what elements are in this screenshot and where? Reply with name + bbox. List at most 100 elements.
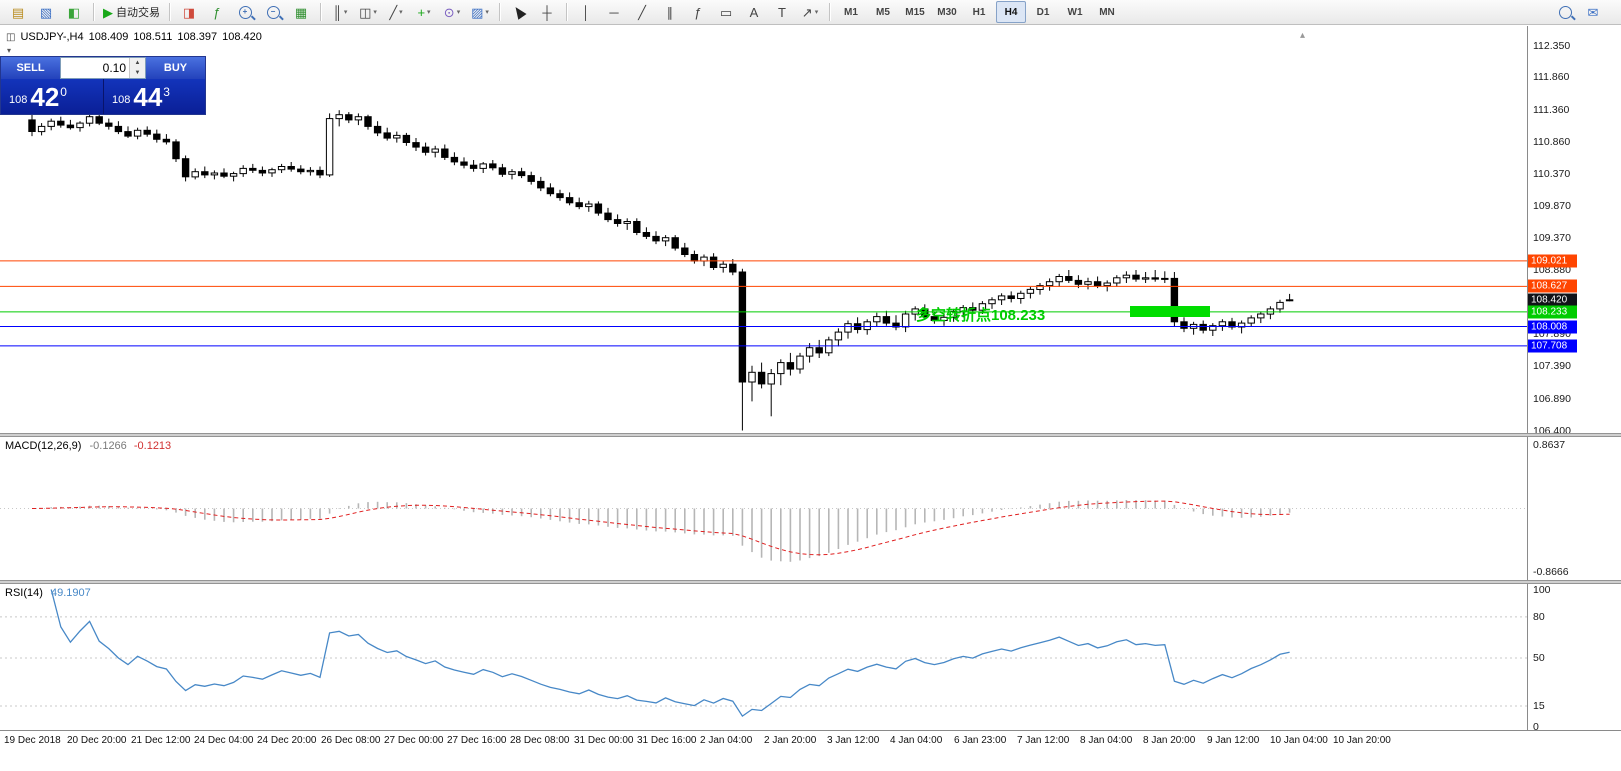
vertical-line-button[interactable]: │	[573, 1, 599, 23]
macd-axis-max: 0.8637	[1533, 439, 1566, 452]
new-chart-button[interactable]: ▤	[5, 1, 31, 23]
horizontal-line-icon: ─	[609, 4, 619, 20]
indicator-list-button[interactable]: ƒ	[204, 1, 230, 23]
macd-main-value: -0.1266	[89, 440, 127, 452]
add-indicators-button[interactable]: + ▾	[411, 1, 437, 23]
price-axis[interactable]: 112.350 111.860 111.360 110.860 110.370 109.8…	[1527, 26, 1621, 437]
crosshair-icon: ┼	[542, 4, 552, 20]
fibonacci-retracement-button[interactable]: ƒ	[685, 1, 711, 23]
time-axis-label: 21 Dec 12:00	[131, 735, 191, 746]
macd-label: MACD(12,26,9) -0.1266 -0.1213	[5, 440, 171, 452]
text-icon: A	[749, 4, 759, 20]
macd-canvas[interactable]	[0, 437, 1527, 580]
search-button[interactable]	[1552, 1, 1578, 23]
text-label-button[interactable]: T	[769, 1, 795, 23]
price-axis-label: 109.870	[1533, 200, 1571, 212]
new-order-button[interactable]: ◨	[176, 1, 202, 23]
pivot-zone-rectangle[interactable]	[1130, 306, 1210, 318]
equidistant-channel-icon: ∥	[666, 4, 674, 20]
line-chart-mode-button[interactable]: ╱ ▾	[383, 1, 409, 23]
templates-button[interactable]: ▨ ▾	[467, 1, 493, 23]
price-axis-label: 110.370	[1533, 167, 1571, 180]
price-axis-label: 111.860	[1533, 71, 1570, 84]
dropdown-arrow-icon: ▾	[456, 9, 461, 16]
rsi-label: RSI(14) 49.1907	[5, 587, 91, 599]
new-order-icon: ◨	[182, 4, 196, 20]
tile-windows-button[interactable]: ▦	[288, 1, 314, 23]
bid-price[interactable]: 108 42 0	[9, 81, 67, 112]
ohlc-close: 108.420	[222, 31, 262, 43]
timeframe-m15-label: M15	[905, 6, 925, 18]
timeframe-mn-button[interactable]: MN	[1092, 1, 1122, 23]
equidistant-channel-button[interactable]: ∥	[657, 1, 683, 23]
one-click-collapse-button[interactable]: ▾	[7, 46, 12, 55]
periods-button[interactable]: ⊙ ▾	[439, 1, 465, 23]
time-axis-label: 31 Dec 16:00	[637, 735, 697, 746]
community-icon: ✉	[1587, 4, 1599, 20]
timeframe-w1-label: W1	[1067, 6, 1083, 18]
cursor-button[interactable]	[506, 1, 532, 23]
rsi-axis-label: 0	[1533, 720, 1539, 733]
auto-trading-button[interactable]: ▶ 自动交易	[100, 1, 163, 23]
ohlc-high: 108.511	[133, 31, 173, 43]
timeframe-m30-button[interactable]: M30	[932, 1, 962, 23]
timeframe-h1-button[interactable]: H1	[964, 1, 994, 23]
time-axis-label: 8 Jan 04:00	[1080, 735, 1133, 746]
dropdown-arrow-icon: ▾	[427, 9, 431, 16]
toolbar-separator	[93, 3, 94, 21]
time-axis-label: 10 Jan 20:00	[1333, 735, 1391, 746]
zoom-out-icon: −	[266, 5, 280, 19]
dropdown-arrow-icon: ▾	[485, 9, 489, 16]
timeframe-m1-button[interactable]: M1	[836, 1, 866, 23]
panel-splitter[interactable]	[0, 433, 1621, 437]
crosshair-button[interactable]: ┼	[534, 1, 560, 23]
profiles-button[interactable]: ▧	[33, 1, 59, 23]
trendline-icon: ╱	[638, 4, 646, 20]
time-axis[interactable]: 19 Dec 2018 20 Dec 20:00 21 Dec 12:00 24 De…	[0, 730, 1621, 771]
lot-size-input[interactable]	[61, 58, 129, 78]
lot-increase-button[interactable]: ▲	[130, 58, 145, 68]
horizontal-line-button[interactable]: ─	[601, 1, 627, 23]
lot-decrease-button[interactable]: ▼	[130, 68, 145, 78]
panel-splitter[interactable]	[0, 580, 1621, 584]
search-icon	[1558, 5, 1572, 19]
profiles-icon: ▧	[39, 4, 53, 20]
arrows-button[interactable]: ↗ ▾	[797, 1, 823, 23]
market-watch-button[interactable]: ◧	[61, 1, 87, 23]
templates-icon: ▨	[471, 4, 484, 20]
main-chart-canvas[interactable]	[0, 26, 1527, 433]
bar-chart-mode-button[interactable]: ║ ▾	[327, 1, 353, 23]
text-button[interactable]: A	[741, 1, 767, 23]
timeframe-m5-button[interactable]: M5	[868, 1, 898, 23]
rsi-panel: RSI(14) 49.1907 100 80 50 15 0	[0, 584, 1621, 733]
trendline-button[interactable]: ╱	[629, 1, 655, 23]
zoom-in-button[interactable]: +	[232, 1, 258, 23]
zoom-in-icon: +	[238, 5, 252, 19]
community-button[interactable]: ✉	[1580, 1, 1606, 23]
candlestick-mode-button[interactable]: ◫ ▾	[355, 1, 381, 23]
text-label-icon: T	[778, 4, 786, 20]
buy-button[interactable]: BUY	[146, 57, 205, 79]
macd-signal-value: -0.1213	[133, 440, 172, 452]
macd-axis-min: -0.8666	[1533, 565, 1569, 578]
price-tag: 109.021	[1528, 254, 1577, 268]
macd-axis: 0.8637 -0.8666	[1527, 437, 1621, 580]
ohlc-open: 108.409	[88, 31, 129, 43]
toolbar-separator	[829, 3, 830, 21]
main-chart-panel: ◫ USDJPY-,H4 108.409 108.511 108.397 108…	[0, 26, 1621, 437]
timeframe-h4-button[interactable]: H4	[996, 1, 1026, 23]
time-axis-label: 9 Jan 12:00	[1207, 735, 1260, 746]
rsi-canvas[interactable]	[0, 584, 1527, 730]
timeframe-w1-button[interactable]: W1	[1060, 1, 1090, 23]
time-axis-label: 2 Jan 20:00	[764, 735, 817, 746]
sell-button[interactable]: SELL	[1, 57, 60, 79]
time-axis-label: 28 Dec 08:00	[510, 735, 570, 746]
timeframe-m15-button[interactable]: M15	[900, 1, 930, 23]
pivot-annotation[interactable]: 多空转折点108.233	[916, 307, 1046, 324]
timeframe-h1-label: H1	[972, 6, 986, 18]
time-axis-label: 20 Dec 20:00	[67, 735, 127, 746]
ask-price[interactable]: 108 44 3	[103, 79, 205, 114]
zoom-out-button[interactable]: −	[260, 1, 286, 23]
shapes-button[interactable]: ▭	[713, 1, 739, 23]
timeframe-d1-button[interactable]: D1	[1028, 1, 1058, 23]
